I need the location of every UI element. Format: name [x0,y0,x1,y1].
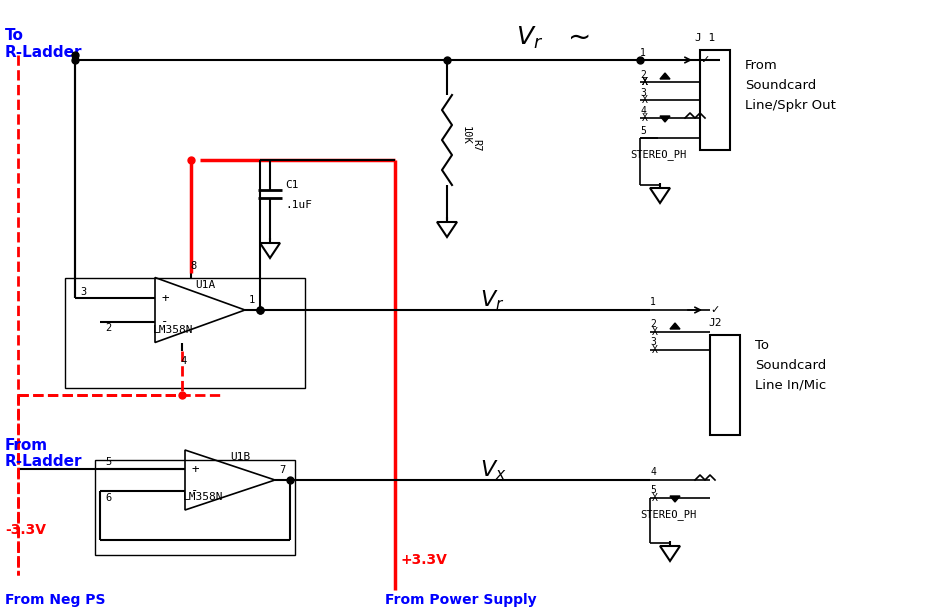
Text: $V_r$: $V_r$ [517,25,543,51]
Text: 4: 4 [640,106,646,116]
Bar [700,50,730,150]
Text: $V_r$: $V_r$ [480,288,504,312]
Bar [95,460,295,555]
Polygon shape [670,323,680,329]
Text: 1: 1 [640,48,646,58]
Text: 7: 7 [279,465,285,475]
Text: R7: R7 [471,139,481,151]
Text: From Neg PS: From Neg PS [5,593,105,607]
Text: 4: 4 [180,355,187,365]
Text: 5: 5 [105,457,111,467]
Text: X: X [652,493,657,503]
Text: STEREO_PH: STEREO_PH [630,149,686,161]
Text: From Power Supply: From Power Supply [385,593,537,607]
Bar [65,277,305,387]
Text: From: From [745,58,778,71]
Text: LM358N: LM358N [153,325,193,335]
Polygon shape [660,73,670,79]
Text: X: X [652,345,657,355]
Text: To: To [755,338,769,352]
Text: J 1: J 1 [694,33,715,43]
Text: ✓: ✓ [711,305,720,315]
Text: 6: 6 [105,493,111,503]
Text: 4: 4 [650,467,656,477]
Text: R-Ladder: R-Ladder [5,44,83,60]
Text: LM358N: LM358N [182,492,223,502]
Text: U1A: U1A [195,280,216,290]
Text: C1: C1 [285,180,298,190]
Text: ~: ~ [568,24,592,52]
Text: X: X [642,77,648,87]
Text: 8: 8 [190,261,196,271]
Text: -: - [162,315,169,328]
Text: Line In/Mic: Line In/Mic [755,378,826,392]
Text: 1: 1 [249,295,256,305]
Text: +: + [162,292,169,304]
Text: 5: 5 [650,485,656,495]
Text: U1B: U1B [230,452,250,462]
Text: R-Ladder: R-Ladder [5,454,83,469]
Text: 5: 5 [640,126,646,136]
Text: 1: 1 [650,297,656,307]
Text: -3.3V: -3.3V [5,523,46,537]
Text: From: From [5,437,48,453]
Text: X: X [642,77,648,87]
Text: 2: 2 [105,323,111,333]
Text: $V_x$: $V_x$ [480,458,506,482]
Text: 2: 2 [640,70,646,80]
Text: J2: J2 [709,318,722,328]
Text: Soundcard: Soundcard [755,359,826,371]
Text: ✓: ✓ [700,55,710,65]
Polygon shape [660,116,670,122]
Text: X: X [642,95,648,105]
Polygon shape [670,496,680,502]
Text: STEREO_PH: STEREO_PH [640,510,696,520]
Text: .1uF: .1uF [285,200,312,210]
Text: X: X [642,77,648,87]
Text: +3.3V: +3.3V [400,553,446,567]
Text: -: - [191,485,199,498]
Text: X: X [642,113,648,123]
Text: Line/Spkr Out: Line/Spkr Out [745,98,836,111]
Text: 2: 2 [650,319,656,329]
Text: +: + [191,462,199,475]
Bar [710,335,740,435]
Text: 10K: 10K [461,125,471,145]
Text: Soundcard: Soundcard [745,79,816,92]
Text: To: To [5,28,24,42]
Text: 3: 3 [640,88,646,98]
Text: X: X [652,327,657,337]
Text: 3: 3 [80,287,86,297]
Text: 3: 3 [650,337,656,347]
